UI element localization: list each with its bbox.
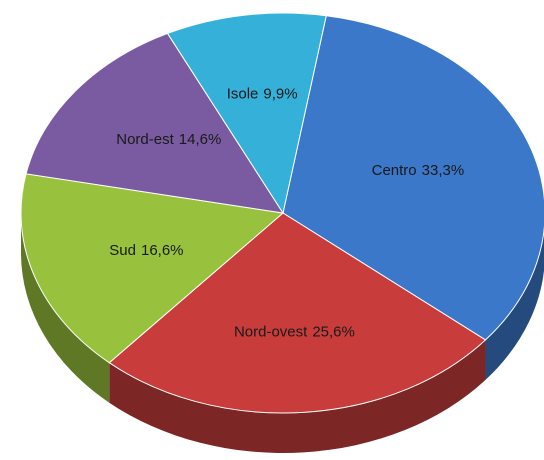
slice-label: Centro 33,3% bbox=[372, 162, 465, 179]
slice-category: Sud bbox=[109, 242, 136, 259]
pie-slice bbox=[25, 32, 285, 214]
slice-side bbox=[21, 213, 110, 403]
slice-value-label: 33,3% bbox=[422, 162, 465, 179]
pie-slice bbox=[282, 15, 544, 341]
slice-label: Nord-est 14,6% bbox=[116, 131, 221, 148]
slice-side bbox=[109, 339, 486, 453]
slice-value-label: 25,6% bbox=[312, 324, 355, 341]
pie-tops bbox=[20, 12, 544, 414]
slice-value-label: 16,6% bbox=[141, 242, 184, 259]
slice-category: Nord-ovest bbox=[234, 324, 308, 341]
slice-side bbox=[485, 229, 544, 380]
pie-labels: Centro 33,3% Nord-ovest 25,6% Sud 16,6% Nord-e… bbox=[109, 85, 464, 340]
slice-category: Centro bbox=[372, 162, 417, 179]
pie-slice bbox=[108, 212, 487, 414]
pie-sides bbox=[21, 213, 544, 453]
slice-category: Isole bbox=[227, 85, 259, 102]
slice-category: Nord-est bbox=[116, 131, 174, 148]
slice-label: Sud 16,6% bbox=[109, 242, 183, 259]
slice-value-label: 14,6% bbox=[179, 131, 222, 148]
pie-slice bbox=[20, 173, 285, 364]
pie-slice bbox=[166, 12, 327, 215]
slice-label: Nord-ovest 25,6% bbox=[234, 324, 355, 341]
slice-label: Isole 9,9% bbox=[227, 85, 298, 102]
slice-value-label: 9,9% bbox=[263, 85, 297, 102]
